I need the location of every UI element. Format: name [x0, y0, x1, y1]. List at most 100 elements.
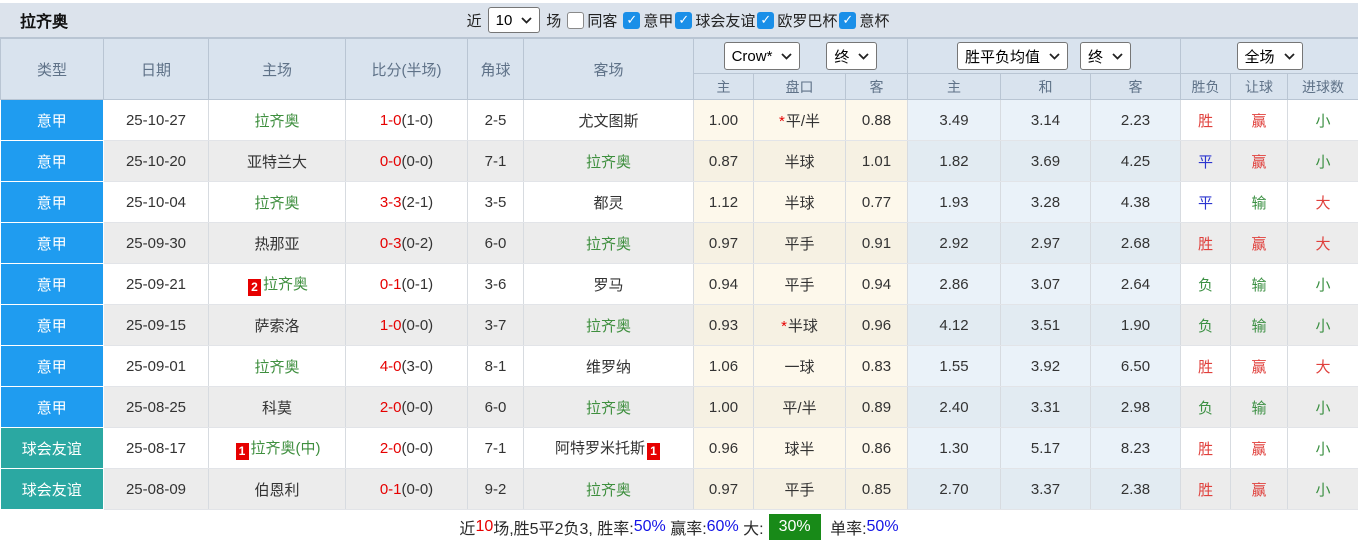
- goals-cell: 小: [1288, 141, 1358, 182]
- away-team-link[interactable]: 拉齐奥: [586, 154, 631, 171]
- home-team-link[interactable]: 拉齐奥: [254, 113, 299, 130]
- avg-draw-cell: 3.37: [1001, 469, 1091, 510]
- home-team-link[interactable]: 亚特兰大: [247, 154, 307, 171]
- away-team-link[interactable]: 拉齐奥: [586, 236, 631, 253]
- goals-label: 小: [1316, 482, 1331, 499]
- avg-home-cell: 1.82: [908, 141, 1001, 182]
- handicap-label: 平/半: [782, 400, 816, 417]
- sub-header-avg-away: 客: [1091, 74, 1181, 100]
- summary-segment: 60%: [707, 518, 739, 536]
- goals-label: 小: [1316, 154, 1331, 171]
- handicap-result-label: 赢: [1252, 236, 1267, 253]
- odds-group-header: Crow* 终: [694, 39, 908, 74]
- avg-away-cell: 6.50: [1091, 346, 1181, 387]
- chevron-down-icon: [781, 53, 792, 60]
- avg-type-select[interactable]: 胜平负均值: [957, 42, 1068, 70]
- halftime-score: (1-0): [402, 112, 434, 129]
- odds-stage-select-value: 终: [834, 46, 849, 67]
- result-cell: 胜: [1181, 346, 1231, 387]
- checkbox-checked-icon: ✓: [623, 12, 640, 29]
- away-team-link[interactable]: 维罗纳: [586, 359, 631, 376]
- same-venue-toggle[interactable]: 同客: [567, 10, 617, 31]
- away-team-link[interactable]: 拉齐奥: [586, 482, 631, 499]
- result-label: 胜: [1198, 482, 1213, 499]
- fulltime-score: 0-1: [380, 276, 402, 293]
- score-cell: 0-0(0-0): [346, 141, 468, 182]
- home-team-cell: 亚特兰大: [209, 141, 346, 182]
- handicap-result-label: 输: [1252, 195, 1267, 212]
- home-team-link[interactable]: 拉齐奥: [254, 195, 299, 212]
- corner-cell: 3-7: [468, 305, 524, 346]
- fulltime-score: 0-0: [380, 153, 402, 170]
- result-label: 平: [1198, 154, 1213, 171]
- result-label: 胜: [1198, 359, 1213, 376]
- topbar: 拉齐奥 近 10 场 同客 ✓意甲✓球会友谊✓欧罗巴杯✓意杯: [0, 3, 1358, 38]
- red-card-badge: 1: [236, 443, 249, 460]
- odds-away-cell: 0.91: [846, 223, 908, 264]
- home-team-link[interactable]: 伯恩利: [254, 482, 299, 499]
- home-team-cell: 伯恩利: [209, 469, 346, 510]
- away-team-cell: 都灵: [524, 182, 694, 223]
- handicap-label: 半球: [784, 154, 814, 171]
- league-cell: 意甲: [1, 182, 104, 223]
- league-filter-toggle[interactable]: ✓意杯: [839, 10, 889, 31]
- league-label: 意甲: [37, 400, 67, 417]
- odds-away-cell: 0.94: [846, 264, 908, 305]
- avg-draw-cell: 3.14: [1001, 100, 1091, 141]
- home-team-link[interactable]: 拉齐奥: [254, 359, 299, 376]
- star-icon: *: [779, 113, 785, 130]
- home-team-link[interactable]: 科莫: [262, 400, 292, 417]
- league-filter-toggle[interactable]: ✓球会友谊: [675, 10, 755, 31]
- corner-cell: 2-5: [468, 100, 524, 141]
- recent-count-select[interactable]: 10: [488, 7, 541, 33]
- league-label: 球会友谊: [22, 441, 82, 458]
- away-team-link[interactable]: 都灵: [593, 195, 623, 212]
- odds-stage-select[interactable]: 终: [826, 42, 877, 70]
- handicap-cell: 半球: [754, 182, 846, 223]
- odds-home-cell: 0.97: [694, 469, 754, 510]
- sub-header-avg-home: 主: [908, 74, 1001, 100]
- avg-stage-select[interactable]: 终: [1080, 42, 1131, 70]
- home-team-link[interactable]: 拉齐奥: [263, 276, 308, 293]
- handicap-result-label: 输: [1252, 400, 1267, 417]
- result-cell: 胜: [1181, 223, 1231, 264]
- away-team-link[interactable]: 尤文图斯: [578, 113, 638, 130]
- avg-home-cell: 2.70: [908, 469, 1001, 510]
- sub-header-odds-home: 主: [694, 74, 754, 100]
- sub-header-result: 胜负: [1181, 74, 1231, 100]
- handicap-result-cell: 赢: [1231, 346, 1288, 387]
- result-cell: 平: [1181, 182, 1231, 223]
- league-label: 意甲: [37, 359, 67, 376]
- result-group-header: 全场: [1181, 39, 1358, 74]
- handicap-result-cell: 输: [1231, 264, 1288, 305]
- col-header-away: 客场: [524, 39, 694, 100]
- odds-home-cell: 0.94: [694, 264, 754, 305]
- fulltime-score: 1-0: [380, 317, 402, 334]
- handicap-cell: 一球: [754, 346, 846, 387]
- bookmaker-select[interactable]: Crow*: [724, 42, 801, 70]
- league-filter-toggle[interactable]: ✓意甲: [623, 10, 673, 31]
- avg-draw-cell: 3.51: [1001, 305, 1091, 346]
- handicap-result-label: 输: [1252, 318, 1267, 335]
- league-filter-toggle[interactable]: ✓欧罗巴杯: [757, 10, 837, 31]
- handicap-cell: 平手: [754, 223, 846, 264]
- away-team-cell: 拉齐奥: [524, 305, 694, 346]
- away-team-link[interactable]: 拉齐奥: [586, 318, 631, 335]
- goals-label: 小: [1316, 318, 1331, 335]
- away-team-link[interactable]: 罗马: [593, 277, 623, 294]
- scope-select[interactable]: 全场: [1237, 42, 1303, 70]
- away-team-link[interactable]: 阿特罗米托斯: [555, 440, 645, 457]
- corner-cell: 3-5: [468, 182, 524, 223]
- star-icon: *: [781, 318, 787, 335]
- home-team-link[interactable]: 热那亚: [254, 236, 299, 253]
- away-team-link[interactable]: 拉齐奥: [586, 400, 631, 417]
- home-team-link[interactable]: 拉齐奥(中): [251, 440, 321, 457]
- league-label: 意甲: [37, 236, 67, 253]
- handicap-label: 平手: [784, 277, 814, 294]
- checkbox-checked-icon: ✓: [757, 12, 774, 29]
- home-team-link[interactable]: 萨索洛: [254, 318, 299, 335]
- away-team-cell: 拉齐奥: [524, 469, 694, 510]
- score-cell: 1-0(1-0): [346, 100, 468, 141]
